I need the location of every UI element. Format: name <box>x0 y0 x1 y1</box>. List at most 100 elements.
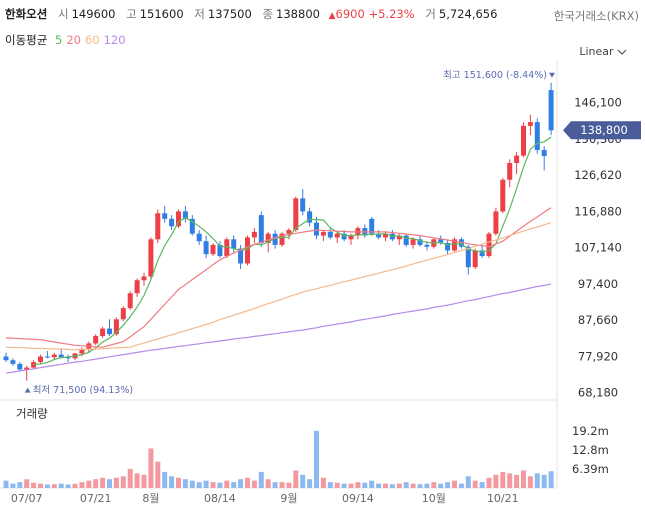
candle-body <box>182 211 188 219</box>
candle-body <box>203 241 209 255</box>
volume-bar <box>127 468 133 488</box>
max-marker <box>549 72 555 78</box>
volume-bar <box>72 483 78 488</box>
candle-body <box>189 218 195 234</box>
volume-bar <box>514 474 520 488</box>
volume-bar <box>369 480 375 488</box>
candle-body <box>314 222 319 236</box>
candle-body <box>445 243 451 251</box>
candle-body <box>486 233 492 257</box>
candle-body <box>383 233 388 238</box>
volume-bar <box>65 484 71 488</box>
candle-body <box>320 231 326 236</box>
legend-item: 60 <box>84 33 100 47</box>
volume-bar <box>17 482 23 488</box>
y-tick-label: 97,400 <box>578 277 618 291</box>
candle-body <box>417 239 423 245</box>
volume-bar <box>479 482 485 488</box>
candle-body <box>369 218 375 234</box>
volume-bar <box>251 480 257 488</box>
volume-bar <box>210 482 216 488</box>
candle-body <box>141 276 147 281</box>
volume-bar <box>120 476 126 488</box>
candle-body <box>38 356 43 363</box>
candle-body <box>327 231 333 238</box>
candle-body <box>231 239 237 249</box>
candle-body <box>458 239 464 247</box>
volume-bar <box>500 471 506 488</box>
volume-bar <box>79 482 85 488</box>
volume-bar <box>334 482 340 488</box>
label: 시 <box>57 7 69 21</box>
y-tick-label: 87,660 <box>578 313 618 327</box>
legend-item: 5 <box>54 33 63 47</box>
value: 5,724,656 <box>438 7 498 21</box>
volume-bar <box>327 482 333 488</box>
x-tick-label: 07/07 <box>11 492 43 505</box>
y-tick-label: 107,140 <box>574 241 622 255</box>
volume-bar <box>527 476 533 488</box>
candle-body <box>24 367 30 370</box>
last-price-badge <box>563 121 641 140</box>
volume-bar <box>182 479 188 488</box>
candle-body <box>17 363 23 370</box>
candle-body <box>424 244 430 247</box>
candle-body <box>51 354 57 358</box>
candle-body <box>334 233 340 238</box>
candle-body <box>541 150 547 156</box>
volume-bar <box>403 482 409 488</box>
value: 137500 <box>207 7 252 21</box>
volume-bar <box>258 471 264 488</box>
candle-body <box>162 213 168 219</box>
candle-body <box>196 233 202 242</box>
y-tick-label: 77,920 <box>578 349 618 363</box>
volume-bar <box>113 477 119 488</box>
volume-bar <box>376 483 382 488</box>
volume-bar <box>548 471 554 488</box>
candle-body <box>31 362 37 368</box>
volume-bar <box>521 470 526 488</box>
candle-body <box>472 250 478 268</box>
volume-bar <box>307 479 313 488</box>
volume-bar <box>58 483 64 488</box>
volume-bar <box>445 482 451 488</box>
chevron <box>617 49 627 55</box>
volume-bar <box>458 483 464 488</box>
candle-body <box>148 239 154 277</box>
candle-body <box>169 218 175 227</box>
volume-bar <box>141 474 147 488</box>
volume-bar <box>189 480 195 488</box>
exchange: 한국거래소(KRX) <box>553 9 639 23</box>
scale-select[interactable]: Linear <box>579 45 627 58</box>
volume-bar <box>507 473 513 488</box>
volume-bar <box>107 479 112 488</box>
volume-bar <box>272 482 278 488</box>
volume-tick-label: 12.8m <box>572 443 609 457</box>
candle-body <box>348 235 354 240</box>
scale-label: Linear <box>579 45 614 58</box>
volume-bar <box>300 474 306 488</box>
volume-bar <box>438 483 444 488</box>
volume-bar <box>279 482 285 488</box>
candle-body <box>44 356 50 358</box>
max-annotation: 최고 151,600 (-8.44%) <box>443 70 547 81</box>
candle-body <box>113 319 119 335</box>
volume-bar <box>238 479 244 488</box>
volume-bar <box>362 482 368 488</box>
candle-body <box>438 239 444 244</box>
volume-bar <box>203 480 209 488</box>
volume-bar <box>217 482 223 488</box>
volume-bar <box>176 477 181 488</box>
label: 종 <box>262 7 274 21</box>
candle-body <box>341 233 347 240</box>
candle-body <box>93 336 99 344</box>
candle-body <box>79 349 85 354</box>
min-annotation: 최저 71,500 (94.13%) <box>33 385 133 396</box>
candle-body <box>65 357 71 359</box>
candle-body <box>238 248 244 264</box>
min-marker <box>24 387 31 393</box>
volume-bar <box>93 479 99 488</box>
label: 고 <box>126 7 137 21</box>
volume-bar <box>348 483 354 488</box>
